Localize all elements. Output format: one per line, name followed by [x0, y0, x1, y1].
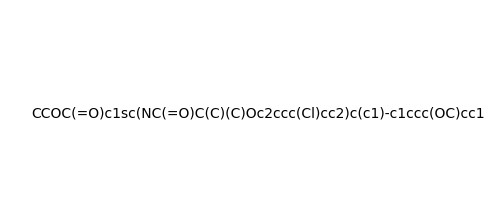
Text: CCOC(=O)c1sc(NC(=O)C(C)(C)Oc2ccc(Cl)cc2)c(c1)-c1ccc(OC)cc1: CCOC(=O)c1sc(NC(=O)C(C)(C)Oc2ccc(Cl)cc2)…: [31, 106, 485, 120]
